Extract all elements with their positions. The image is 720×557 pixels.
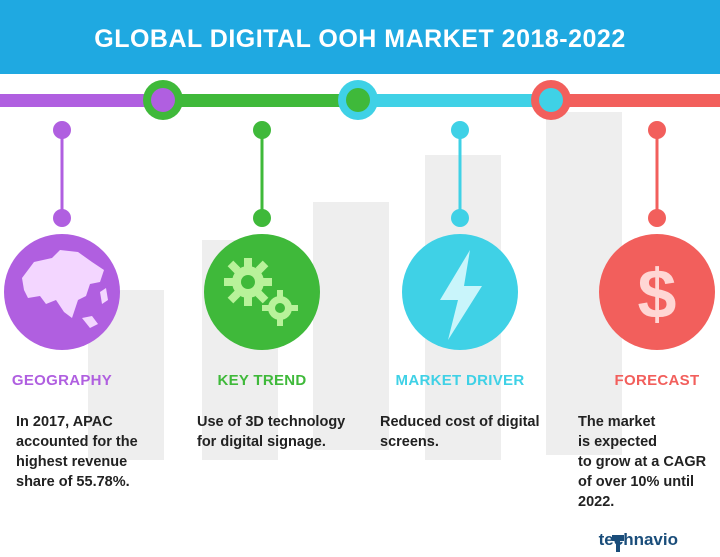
label-key-trend: KEY TREND bbox=[217, 372, 307, 389]
dollar-icon: $ bbox=[599, 234, 715, 350]
connector-market-driver bbox=[451, 121, 469, 227]
timeline-node-market-driver bbox=[338, 80, 378, 120]
desc-line: for digital signage. bbox=[197, 434, 326, 450]
connector-key-trend bbox=[253, 121, 271, 227]
desc-line: to grow at a CAGR bbox=[578, 454, 707, 470]
timeline-segment-geography bbox=[0, 94, 170, 107]
page-title: GLOBAL DIGITAL OOH MARKET 2018-2022 bbox=[94, 25, 626, 53]
asia-map-icon bbox=[4, 234, 120, 350]
label-forecast: FORECAST bbox=[614, 372, 700, 389]
header-banner bbox=[0, 0, 720, 74]
connector-forecast bbox=[648, 121, 666, 227]
gears-icon bbox=[204, 234, 320, 350]
timeline-segment-forecast bbox=[548, 94, 720, 107]
timeline-segment-market-driver bbox=[355, 94, 555, 107]
desc-line: The market bbox=[578, 414, 656, 430]
connector-geography bbox=[53, 121, 71, 227]
desc-line: In 2017, APAC bbox=[16, 414, 113, 430]
brand-logo: technavio bbox=[598, 530, 678, 549]
desc-line: is expected bbox=[578, 434, 657, 450]
label-geography: GEOGRAPHY bbox=[11, 372, 113, 389]
desc-line: highest revenue bbox=[16, 454, 128, 470]
desc-geography: In 2017, APAC accounted for the highest … bbox=[16, 412, 186, 492]
technavio-logo-icon bbox=[612, 535, 624, 552]
lightning-icon bbox=[402, 234, 518, 350]
label-market-driver: MARKET DRIVER bbox=[395, 372, 525, 389]
desc-forecast: The market is expected to grow at a CAGR… bbox=[578, 412, 718, 512]
desc-line: accounted for the bbox=[16, 434, 138, 450]
timeline-node-forecast bbox=[531, 80, 571, 120]
desc-line: Use of 3D technology bbox=[197, 414, 346, 430]
background-bar bbox=[313, 202, 389, 450]
desc-line: of over 10% until bbox=[578, 474, 695, 490]
desc-line: 2022. bbox=[578, 494, 615, 510]
timeline-node-key-trend bbox=[143, 80, 183, 120]
desc-market-driver: Reduced cost of digital screens. bbox=[380, 412, 560, 452]
desc-line: Reduced cost of digital bbox=[380, 414, 540, 430]
svg-text:$: $ bbox=[638, 255, 677, 333]
timeline-segment-key-trend bbox=[160, 94, 360, 107]
desc-line: share of 55.78%. bbox=[16, 474, 130, 490]
desc-key-trend: Use of 3D technology for digital signage… bbox=[197, 412, 377, 452]
desc-line: screens. bbox=[380, 434, 439, 450]
